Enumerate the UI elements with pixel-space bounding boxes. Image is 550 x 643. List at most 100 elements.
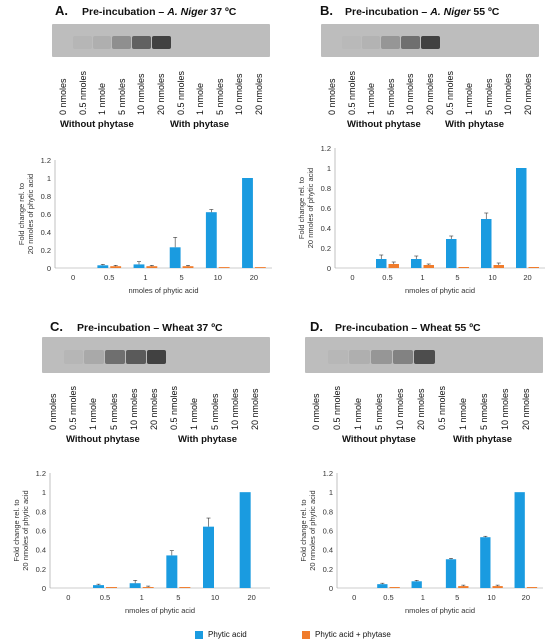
gel-band: [361, 35, 381, 49]
lane-label: 0 nmoles: [58, 78, 68, 115]
y-tick-label: 0.6: [323, 527, 333, 536]
x-tick-label: 0: [71, 273, 75, 282]
y-tick-label: 1: [329, 488, 333, 497]
x-axis-label: nmoles of phytic acid: [128, 286, 198, 295]
legend-phytic-acid-phytase: Phytic acid + phytase: [302, 630, 391, 639]
lane-label: 20 nmoles: [416, 388, 426, 430]
legend-phytic-acid: Phytic acid: [195, 630, 247, 639]
lane-label: 0.5 nmoles: [68, 385, 79, 430]
bar-phytic-acid-phytase: [528, 267, 539, 268]
lane-label: 0.5 nmoles: [437, 385, 447, 430]
bar-phytic-acid: [133, 264, 145, 268]
x-tick-label: 0.5: [104, 273, 114, 282]
bar-phytic-acid: [129, 583, 141, 588]
gel-band: [421, 35, 440, 49]
y-tick-label: 1: [42, 488, 46, 497]
gel-band: [146, 349, 167, 364]
lane-label: 0.5 nmoles: [444, 70, 455, 115]
gel-band: [84, 349, 105, 364]
y-tick-label: 0.8: [321, 184, 331, 193]
x-tick-label: 0: [350, 273, 354, 282]
bar-chart: 0 0.2 0.4 0.6 0.8 1 1.2 Fold change rel. to20 n…: [17, 156, 272, 295]
y-axis-label: Fold change rel. to20 nmoles of phytic a…: [12, 490, 30, 570]
y-axis-label: Fold change rel. to20 nmoles of phytic a…: [297, 168, 315, 248]
lane-label: 10 nmoles: [405, 73, 416, 115]
y-tick-label: 0.8: [323, 507, 333, 516]
x-tick-label: 1: [143, 273, 147, 282]
gel-band: [132, 35, 152, 49]
bar-phytic-acid-phytase: [493, 265, 504, 268]
without-phytase-label: Without phytase: [342, 434, 416, 445]
y-tick-label: 0.2: [36, 565, 46, 574]
lane-label: 5 nmoles: [385, 78, 396, 115]
lane-label: 1 nmole: [353, 397, 363, 430]
y-tick-label: 0.2: [321, 244, 331, 253]
lane-label: 5 nmoles: [209, 393, 220, 430]
lane-label: 10 nmoles: [503, 73, 514, 115]
lane-label: 10 nmoles: [128, 388, 139, 430]
bar-phytic-acid-phytase: [423, 265, 434, 268]
x-tick-label: 10: [211, 593, 219, 602]
x-axis-label: nmoles of phytic acid: [125, 606, 195, 615]
gel-band: [327, 349, 349, 364]
x-tick-label: 0.5: [382, 273, 392, 282]
y-tick-label: 0.4: [323, 546, 333, 555]
with-phytase-label: With phytase: [445, 119, 505, 130]
with-phytase-label: With phytase: [453, 434, 513, 445]
panel-title: Pre-incubation – Wheat 55 ºC: [335, 322, 481, 334]
lane-label: 5 nmoles: [116, 78, 127, 115]
bar-phytic-acid-phytase: [110, 266, 122, 268]
bar-phytic-acid: [239, 492, 251, 588]
y-tick-label: 0.6: [41, 210, 51, 219]
y-tick-label: 1: [327, 164, 331, 173]
x-axis-label: nmoles of phytic acid: [405, 606, 475, 615]
bar-phytic-acid: [411, 259, 422, 268]
y-tick-label: 0: [327, 264, 331, 273]
bar-phytic-acid-phytase: [458, 586, 469, 588]
x-tick-label: 1: [140, 593, 144, 602]
bar-phytic-acid: [203, 526, 214, 588]
bar-phytic-acid: [445, 559, 457, 588]
bar-phytic-acid-phytase: [526, 587, 538, 588]
lane-label: 20 nmoles: [156, 73, 166, 115]
lane-label: 5 nmoles: [108, 393, 119, 430]
western-blot-gel: [321, 24, 539, 57]
x-tick-label: 10: [487, 593, 495, 602]
lane-label: 10 nmoles: [229, 388, 240, 430]
bar-phytic-acid-phytase: [106, 587, 117, 588]
gel-band: [152, 35, 171, 49]
lane-label: 10 nmoles: [500, 388, 510, 430]
bar-phytic-acid: [480, 537, 491, 588]
bar-chart: 0 0.2 0.4 0.6 0.8 1 1.2 Fold change rel. to20 n…: [297, 144, 545, 295]
lane-label: 10 nmoles: [136, 73, 147, 115]
western-blot-gel: [305, 337, 543, 373]
bar-phytic-acid: [242, 178, 253, 268]
lane-label: 20 nmoles: [149, 388, 159, 430]
lane-label: 0.5 nmoles: [346, 70, 357, 115]
bar-phytic-acid-phytase: [389, 587, 400, 588]
bar-phytic-acid: [411, 581, 422, 588]
gel-band: [112, 35, 132, 49]
x-tick-label: 20: [522, 593, 530, 602]
lane-label: 20 nmoles: [250, 388, 260, 430]
gel-band: [63, 349, 84, 364]
without-phytase-label: Without phytase: [60, 119, 134, 130]
bar-phytic-acid-phytase: [492, 586, 503, 588]
bar-phytic-acid: [97, 265, 109, 268]
lane-label: 0.5 nmoles: [332, 385, 342, 430]
lane-label: 5 nmoles: [483, 78, 494, 115]
bar-phytic-acid: [516, 168, 527, 268]
gel-band: [381, 35, 401, 49]
panel-title: Pre-incubation – A. Niger 37 ºC: [82, 6, 237, 18]
bar-phytic-acid-phytase: [142, 587, 154, 588]
y-tick-label: 1.2: [321, 144, 331, 153]
y-tick-label: 0.4: [321, 224, 331, 233]
y-tick-label: 1.2: [36, 469, 46, 478]
gel-band: [92, 35, 112, 49]
x-tick-label: 10: [214, 273, 222, 282]
x-tick-label: 20: [247, 593, 255, 602]
y-tick-label: 0.8: [41, 192, 51, 201]
legend-label: Phytic acid: [208, 630, 247, 639]
y-axis-label: Fold change rel. to20 nmoles of phytic a…: [17, 174, 35, 254]
x-tick-label: 0.5: [100, 593, 110, 602]
